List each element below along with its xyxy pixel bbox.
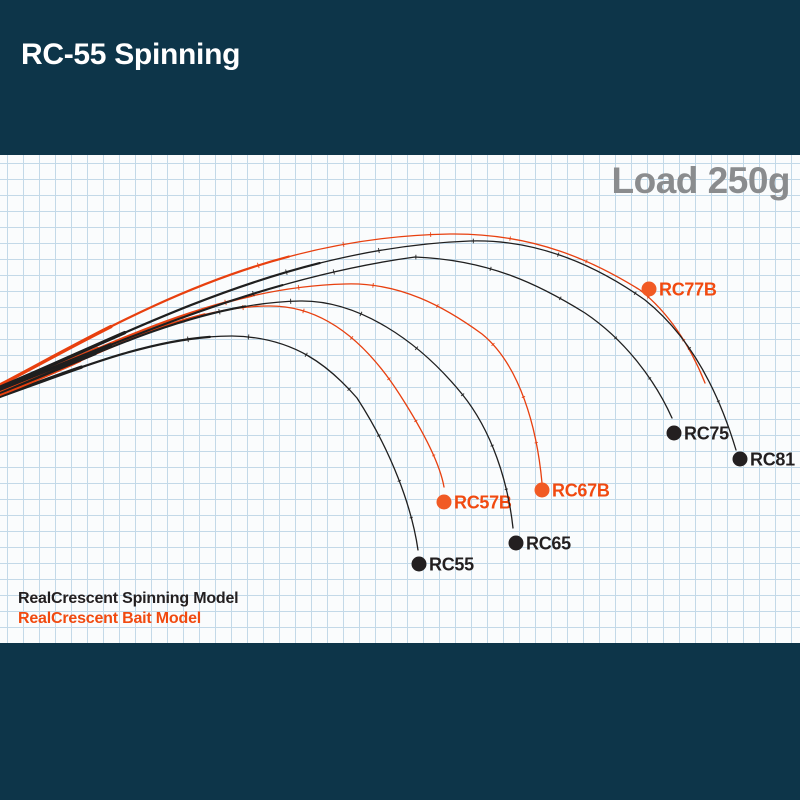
chart-grid-area <box>0 155 800 643</box>
legend: RealCrescent Spinning Model RealCrescent… <box>18 589 239 629</box>
load-annotation: Load 250g <box>611 160 791 201</box>
legend-bait-model: RealCrescent Bait Model <box>18 610 202 627</box>
footer-bar <box>0 643 800 800</box>
header-bar: RC-55 Spinning <box>0 0 800 155</box>
page-title: RC-55 Spinning <box>21 38 241 71</box>
legend-spinning-model: RealCrescent Spinning Model <box>18 590 239 607</box>
